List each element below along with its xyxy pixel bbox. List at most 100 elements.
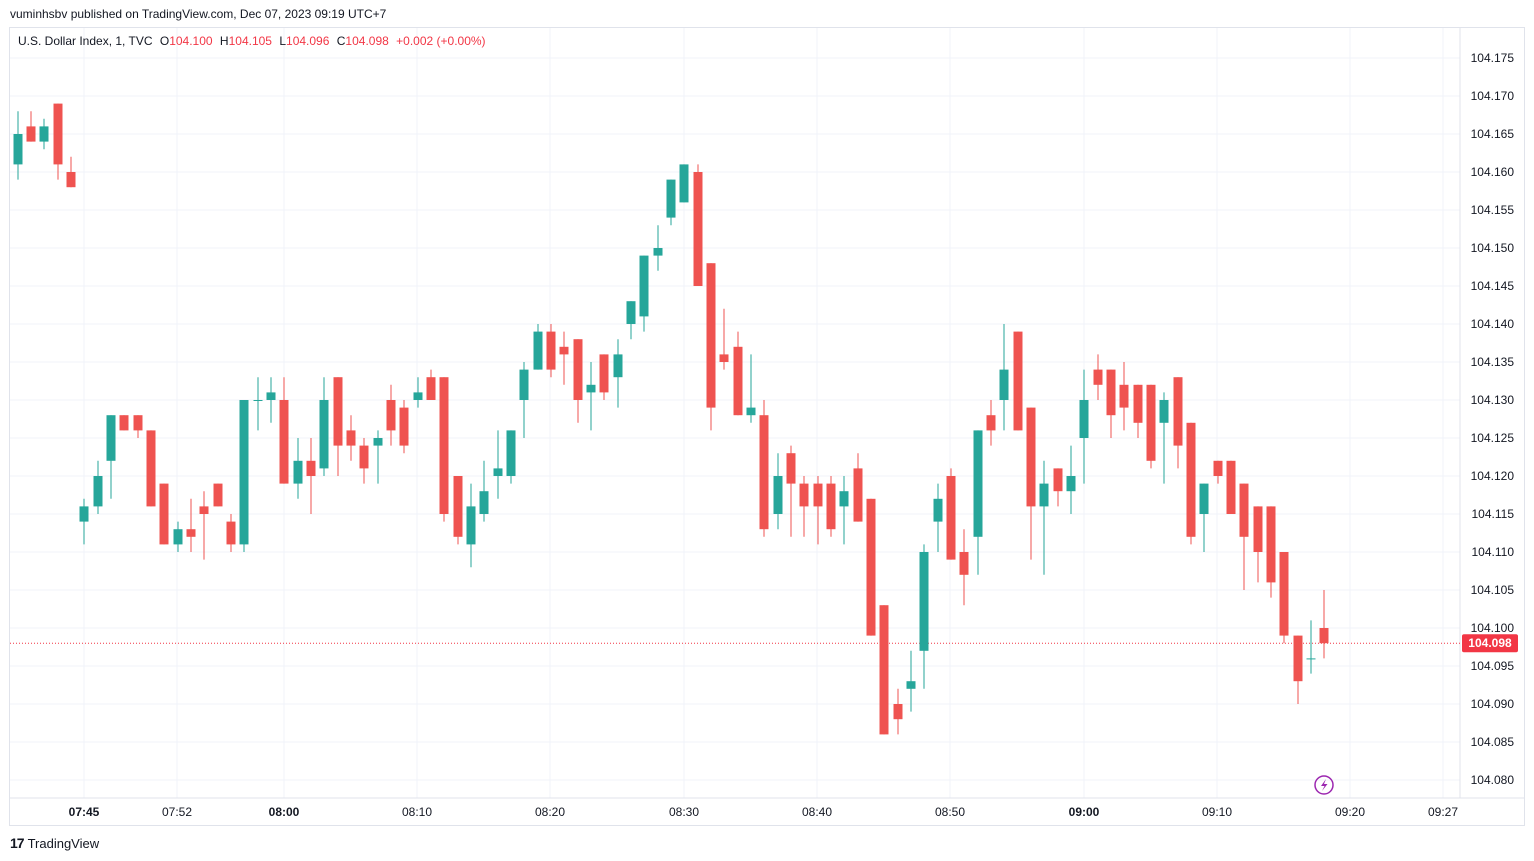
candle-down <box>1279 552 1289 644</box>
candle-up <box>973 430 983 575</box>
candle-body <box>866 498 876 636</box>
last-price-label: 104.098 <box>1468 636 1512 650</box>
candle-body <box>479 491 489 514</box>
x-tick-label: 08:40 <box>802 805 832 819</box>
candle-down <box>1053 468 1063 507</box>
x-tick-label: 09:20 <box>1335 805 1365 819</box>
candle-body <box>279 400 289 484</box>
chart-grid <box>10 28 1524 799</box>
candle-body <box>386 400 396 431</box>
x-tick-label: 08:50 <box>935 805 965 819</box>
candle-body <box>999 369 1009 400</box>
candle-down <box>133 415 143 438</box>
candle-down <box>199 491 209 560</box>
candle-down <box>386 384 396 446</box>
candle-body <box>879 605 889 735</box>
x-tick-label: 09:27 <box>1428 805 1458 819</box>
candle-body <box>373 438 383 446</box>
candle-down <box>426 369 436 400</box>
candle-down <box>1226 460 1236 514</box>
candle-down <box>1266 506 1276 598</box>
brand-name: TradingView <box>27 835 100 851</box>
candle-body <box>333 377 343 446</box>
candle-up <box>373 430 383 484</box>
tradingview-brand[interactable]: 17 TradingView <box>10 835 99 851</box>
symbol-title: U.S. Dollar Index, 1, TVC <box>18 34 153 48</box>
close-value: 104.098 <box>345 34 389 48</box>
candle-up <box>519 362 529 438</box>
candle-body <box>1013 331 1023 431</box>
candle-body <box>213 483 223 507</box>
y-tick-label: 104.130 <box>1471 393 1515 407</box>
candle-down <box>719 308 729 370</box>
candle-body <box>493 468 503 476</box>
candle-down <box>1239 483 1249 590</box>
y-tick-label: 104.105 <box>1471 583 1515 597</box>
low-value: 104.096 <box>286 34 330 48</box>
y-tick-label: 104.085 <box>1471 735 1515 749</box>
candle-body <box>146 430 156 507</box>
candle-up <box>746 354 756 423</box>
change-value: +0.002 (+0.00%) <box>396 34 486 48</box>
candle-down <box>946 468 956 560</box>
candle-body <box>359 445 369 469</box>
candle-up <box>79 498 89 545</box>
candle-body <box>53 103 63 165</box>
candle-body <box>533 331 543 370</box>
candle-body <box>466 506 476 545</box>
candles <box>13 103 1329 735</box>
candle-down <box>186 498 196 552</box>
candle-body <box>1039 483 1049 507</box>
candle-body <box>1093 369 1103 385</box>
candle-body <box>586 384 596 393</box>
candle-body <box>319 400 329 469</box>
candle-body <box>119 415 129 431</box>
y-tick-label: 104.170 <box>1471 89 1515 103</box>
y-tick-label: 104.175 <box>1471 51 1515 65</box>
candle-body <box>1279 552 1289 636</box>
candle-body <box>1119 384 1129 408</box>
candle-down <box>759 400 769 537</box>
candle-body <box>66 172 76 188</box>
candle-up <box>919 544 929 689</box>
candle-down <box>359 438 369 484</box>
candle-up <box>653 225 663 271</box>
candle-body <box>573 339 583 400</box>
candle-body <box>1066 476 1076 492</box>
candle-body <box>906 681 916 689</box>
candle-up <box>666 179 676 226</box>
candle-up <box>679 164 689 203</box>
candle-down <box>1106 369 1116 438</box>
candle-down <box>26 111 36 142</box>
candle-body <box>186 529 196 537</box>
open-label: O <box>159 34 170 48</box>
y-tick-label: 104.145 <box>1471 279 1515 293</box>
candle-down <box>1093 354 1103 400</box>
candle-body <box>506 430 516 476</box>
candle-down <box>119 415 129 431</box>
candle-body <box>653 248 663 256</box>
candle-body <box>639 255 649 317</box>
candle-body <box>173 529 183 545</box>
candle-down <box>1119 362 1129 431</box>
candle-up <box>1199 483 1209 552</box>
candle-down <box>213 483 223 507</box>
flash-icon[interactable] <box>1314 775 1334 795</box>
candle-body <box>959 552 969 575</box>
candle-down <box>66 156 76 188</box>
candle-down <box>786 445 796 537</box>
candle-body <box>159 483 169 545</box>
candle-body <box>426 377 436 400</box>
candle-up <box>293 438 303 499</box>
x-tick-label: 07:52 <box>162 805 192 819</box>
candle-body <box>199 506 209 514</box>
candle-down <box>1013 331 1023 431</box>
candle-body <box>1319 628 1329 644</box>
chart-frame <box>9 27 1525 826</box>
candle-down <box>1319 590 1329 659</box>
x-tick-label: 07:45 <box>69 805 100 819</box>
candle-body <box>1226 460 1236 514</box>
candle-up <box>39 118 49 150</box>
candle-body <box>399 407 409 446</box>
